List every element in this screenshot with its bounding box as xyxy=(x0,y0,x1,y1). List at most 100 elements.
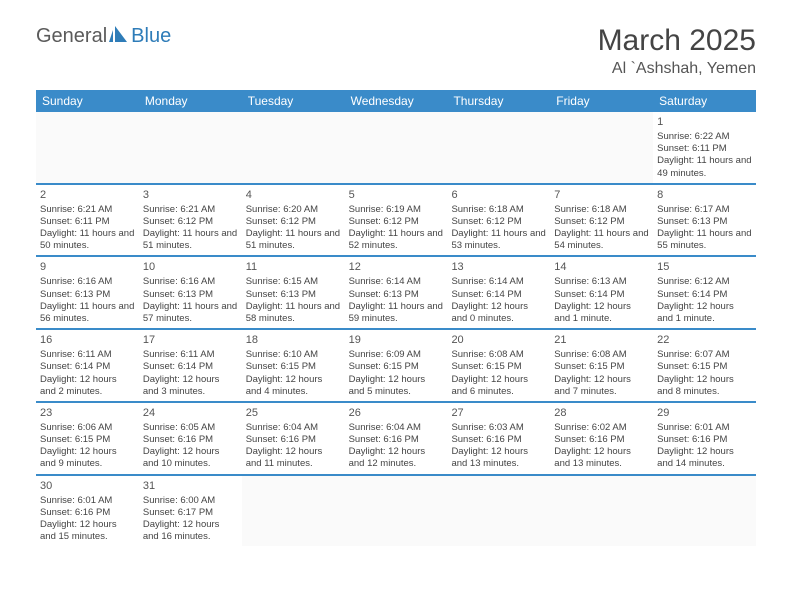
daylight-text: Daylight: 11 hours and 58 minutes. xyxy=(246,301,341,325)
day-cell-empty xyxy=(345,112,448,183)
daylight-text: Daylight: 12 hours and 1 minute. xyxy=(657,301,752,325)
day-number: 26 xyxy=(349,406,444,420)
day-number: 2 xyxy=(40,188,135,202)
sunrise-text: Sunrise: 6:02 AM xyxy=(554,422,649,434)
sunset-text: Sunset: 6:12 PM xyxy=(246,216,341,228)
day-header-thursday: Thursday xyxy=(447,90,550,112)
sunrise-text: Sunrise: 6:07 AM xyxy=(657,349,752,361)
day-header-monday: Monday xyxy=(139,90,242,112)
sunrise-text: Sunrise: 6:14 AM xyxy=(451,276,546,288)
day-number: 12 xyxy=(349,260,444,274)
day-number: 6 xyxy=(451,188,546,202)
daylight-text: Daylight: 11 hours and 51 minutes. xyxy=(246,228,341,252)
sunrise-text: Sunrise: 6:15 AM xyxy=(246,276,341,288)
sunrise-text: Sunrise: 6:16 AM xyxy=(40,276,135,288)
daylight-text: Daylight: 12 hours and 4 minutes. xyxy=(246,374,341,398)
sunset-text: Sunset: 6:13 PM xyxy=(657,216,752,228)
sunrise-text: Sunrise: 6:12 AM xyxy=(657,276,752,288)
sunset-text: Sunset: 6:15 PM xyxy=(451,361,546,373)
sunrise-text: Sunrise: 6:21 AM xyxy=(143,204,238,216)
day-number: 13 xyxy=(451,260,546,274)
day-cell: 18Sunrise: 6:10 AMSunset: 6:15 PMDayligh… xyxy=(242,330,345,401)
sunset-text: Sunset: 6:16 PM xyxy=(143,434,238,446)
day-number: 24 xyxy=(143,406,238,420)
sunset-text: Sunset: 6:16 PM xyxy=(657,434,752,446)
day-cell: 8Sunrise: 6:17 AMSunset: 6:13 PMDaylight… xyxy=(653,185,756,256)
sunset-text: Sunset: 6:16 PM xyxy=(40,507,135,519)
daylight-text: Daylight: 12 hours and 1 minute. xyxy=(554,301,649,325)
week-row: 30Sunrise: 6:01 AMSunset: 6:16 PMDayligh… xyxy=(36,476,756,547)
sail-icon xyxy=(107,24,129,49)
sunrise-text: Sunrise: 6:22 AM xyxy=(657,131,752,143)
sunrise-text: Sunrise: 6:09 AM xyxy=(349,349,444,361)
day-cell-empty xyxy=(242,112,345,183)
week-row: 1Sunrise: 6:22 AMSunset: 6:11 PMDaylight… xyxy=(36,112,756,185)
day-cell: 30Sunrise: 6:01 AMSunset: 6:16 PMDayligh… xyxy=(36,476,139,547)
day-cell: 15Sunrise: 6:12 AMSunset: 6:14 PMDayligh… xyxy=(653,257,756,328)
day-cell: 9Sunrise: 6:16 AMSunset: 6:13 PMDaylight… xyxy=(36,257,139,328)
sunrise-text: Sunrise: 6:04 AM xyxy=(246,422,341,434)
sunrise-text: Sunrise: 6:01 AM xyxy=(40,495,135,507)
sunrise-text: Sunrise: 6:16 AM xyxy=(143,276,238,288)
day-header-saturday: Saturday xyxy=(653,90,756,112)
day-number: 7 xyxy=(554,188,649,202)
sunset-text: Sunset: 6:16 PM xyxy=(554,434,649,446)
day-number: 11 xyxy=(246,260,341,274)
sunset-text: Sunset: 6:16 PM xyxy=(246,434,341,446)
daylight-text: Daylight: 11 hours and 52 minutes. xyxy=(349,228,444,252)
sunset-text: Sunset: 6:11 PM xyxy=(40,216,135,228)
day-cell: 23Sunrise: 6:06 AMSunset: 6:15 PMDayligh… xyxy=(36,403,139,474)
sunset-text: Sunset: 6:14 PM xyxy=(451,289,546,301)
day-cell-empty xyxy=(550,112,653,183)
day-cell-empty xyxy=(550,476,653,547)
sunset-text: Sunset: 6:14 PM xyxy=(657,289,752,301)
sunrise-text: Sunrise: 6:21 AM xyxy=(40,204,135,216)
calendar-grid: SundayMondayTuesdayWednesdayThursdayFrid… xyxy=(36,90,756,546)
day-cell: 12Sunrise: 6:14 AMSunset: 6:13 PMDayligh… xyxy=(345,257,448,328)
sunset-text: Sunset: 6:11 PM xyxy=(657,143,752,155)
sunset-text: Sunset: 6:15 PM xyxy=(554,361,649,373)
day-number: 30 xyxy=(40,479,135,493)
day-number: 22 xyxy=(657,333,752,347)
sunset-text: Sunset: 6:17 PM xyxy=(143,507,238,519)
calendar-page: General Blue March 2025 Al `Ashshah, Yem… xyxy=(0,0,792,556)
day-cell: 20Sunrise: 6:08 AMSunset: 6:15 PMDayligh… xyxy=(447,330,550,401)
week-row: 2Sunrise: 6:21 AMSunset: 6:11 PMDaylight… xyxy=(36,185,756,258)
day-number: 23 xyxy=(40,406,135,420)
day-header-tuesday: Tuesday xyxy=(242,90,345,112)
month-title: March 2025 xyxy=(598,24,756,58)
day-number: 18 xyxy=(246,333,341,347)
sunrise-text: Sunrise: 6:01 AM xyxy=(657,422,752,434)
day-cell: 27Sunrise: 6:03 AMSunset: 6:16 PMDayligh… xyxy=(447,403,550,474)
day-cell-empty xyxy=(242,476,345,547)
sunrise-text: Sunrise: 6:03 AM xyxy=(451,422,546,434)
sunrise-text: Sunrise: 6:13 AM xyxy=(554,276,649,288)
day-number: 31 xyxy=(143,479,238,493)
day-cell-empty xyxy=(345,476,448,547)
day-cell: 3Sunrise: 6:21 AMSunset: 6:12 PMDaylight… xyxy=(139,185,242,256)
day-header-friday: Friday xyxy=(550,90,653,112)
day-cell: 14Sunrise: 6:13 AMSunset: 6:14 PMDayligh… xyxy=(550,257,653,328)
week-row: 16Sunrise: 6:11 AMSunset: 6:14 PMDayligh… xyxy=(36,330,756,403)
daylight-text: Daylight: 11 hours and 59 minutes. xyxy=(349,301,444,325)
sunset-text: Sunset: 6:12 PM xyxy=(349,216,444,228)
day-number: 17 xyxy=(143,333,238,347)
sunset-text: Sunset: 6:14 PM xyxy=(40,361,135,373)
sunset-text: Sunset: 6:15 PM xyxy=(40,434,135,446)
sunrise-text: Sunrise: 6:14 AM xyxy=(349,276,444,288)
logo-text-general: General xyxy=(36,25,107,48)
sunrise-text: Sunrise: 6:04 AM xyxy=(349,422,444,434)
day-cell: 10Sunrise: 6:16 AMSunset: 6:13 PMDayligh… xyxy=(139,257,242,328)
day-header-row: SundayMondayTuesdayWednesdayThursdayFrid… xyxy=(36,90,756,112)
daylight-text: Daylight: 11 hours and 57 minutes. xyxy=(143,301,238,325)
sunrise-text: Sunrise: 6:10 AM xyxy=(246,349,341,361)
day-cell-empty xyxy=(653,476,756,547)
daylight-text: Daylight: 11 hours and 50 minutes. xyxy=(40,228,135,252)
day-cell-empty xyxy=(447,112,550,183)
daylight-text: Daylight: 11 hours and 56 minutes. xyxy=(40,301,135,325)
daylight-text: Daylight: 12 hours and 5 minutes. xyxy=(349,374,444,398)
week-row: 9Sunrise: 6:16 AMSunset: 6:13 PMDaylight… xyxy=(36,257,756,330)
sunset-text: Sunset: 6:13 PM xyxy=(246,289,341,301)
daylight-text: Daylight: 12 hours and 8 minutes. xyxy=(657,374,752,398)
daylight-text: Daylight: 12 hours and 0 minutes. xyxy=(451,301,546,325)
